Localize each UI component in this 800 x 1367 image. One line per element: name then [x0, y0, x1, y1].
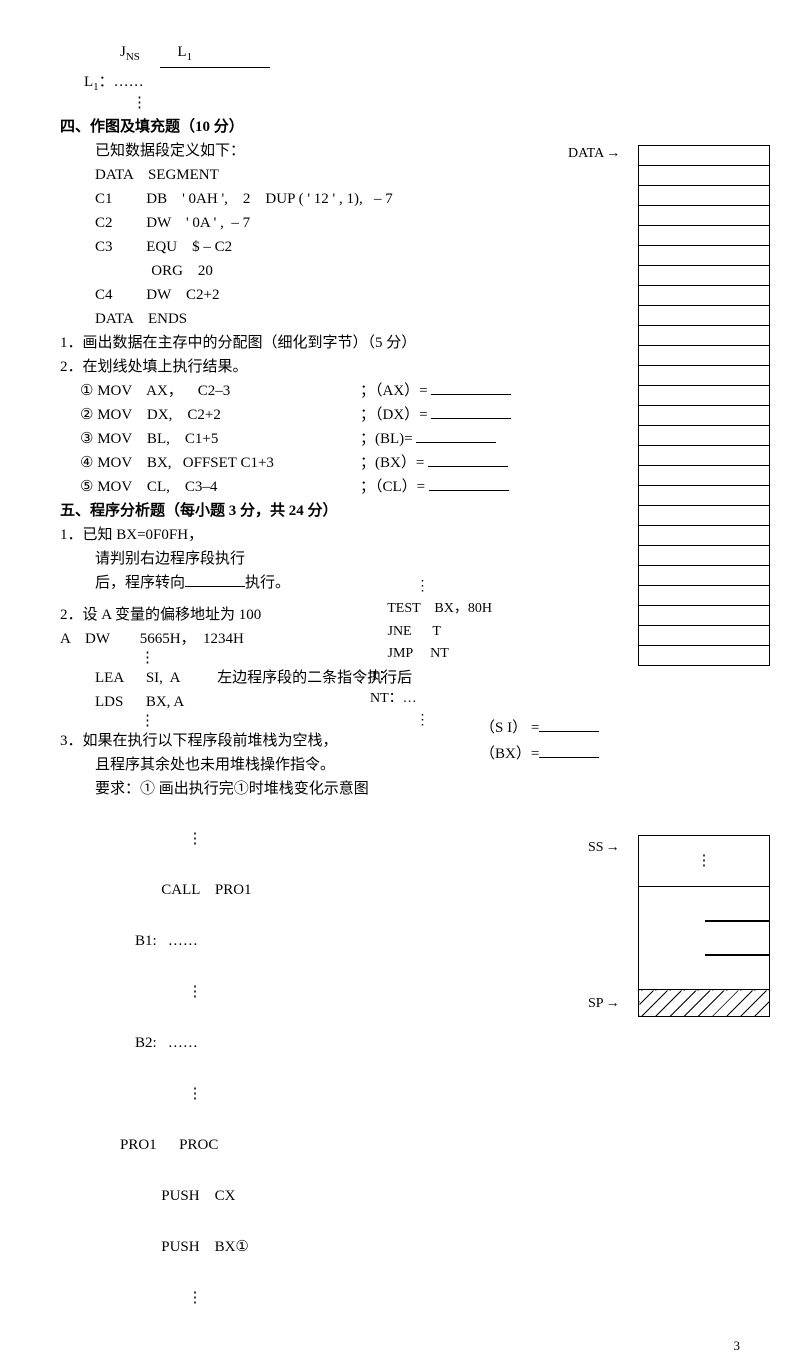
data-label: DATA — [568, 143, 620, 165]
top-vdots: ⋮ — [132, 96, 740, 111]
section4-title: 四、作图及填充题（10 分） — [60, 115, 740, 139]
l1-line: L1：…… — [84, 70, 740, 97]
ss-label: SS — [588, 837, 620, 859]
stack-diagram: SS SP ⋮ — [638, 835, 770, 1017]
q3: 3．如果在执行以下程序段前堆栈为空栈， 且程序其余处也未用堆栈操作指令。 要求：… — [60, 729, 740, 801]
q2-results: （S I） = （BX）= — [480, 716, 599, 767]
top-code: JNS L1 — [120, 40, 740, 67]
q1-code: ⋮ TEST BX，80H JNE T JMP NT T：… NT：… ⋮ — [370, 576, 492, 733]
sp-label: SP — [588, 993, 620, 1015]
memory-diagram: DATA — [638, 145, 770, 666]
page-number: 3 — [734, 1336, 741, 1357]
